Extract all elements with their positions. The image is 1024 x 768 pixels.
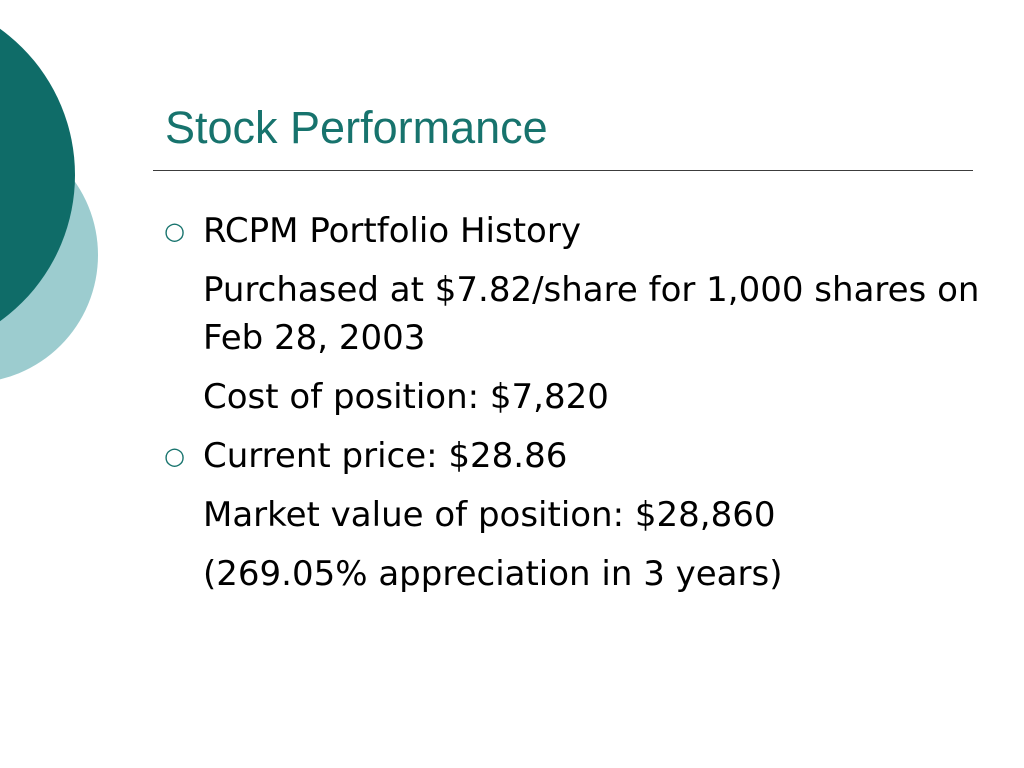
line-text: RCPM Portfolio History: [203, 211, 581, 251]
hollow-circle-bullet-icon: ○: [164, 442, 185, 470]
hollow-circle-bullet-icon: ○: [164, 217, 185, 245]
body-line: ○ Current price: $28.86: [164, 432, 983, 480]
dark-teal-circle: [0, 28, 75, 322]
slide-title: Stock Performance: [165, 102, 548, 153]
line-text: Current price: $28.86: [203, 436, 568, 476]
body-line: (269.05% appreciation in 3 years): [203, 550, 983, 598]
line-text: (269.05% appreciation in 3 years): [203, 554, 783, 594]
line-text: Cost of position: $7,820: [203, 377, 609, 417]
body-line: Cost of position: $7,820: [203, 373, 983, 421]
title-divider: [153, 170, 973, 171]
line-text: Purchased at $7.82/share for 1,000 share…: [203, 270, 980, 358]
body-line: Purchased at $7.82/share for 1,000 share…: [203, 266, 983, 362]
decorative-circles: [0, 28, 98, 380]
body-line: ○ RCPM Portfolio History: [164, 207, 983, 255]
slide-body: ○ RCPM Portfolio History Purchased at $7…: [164, 207, 983, 609]
body-line: Market value of position: $28,860: [203, 491, 983, 539]
line-text: Market value of position: $28,860: [203, 495, 776, 535]
